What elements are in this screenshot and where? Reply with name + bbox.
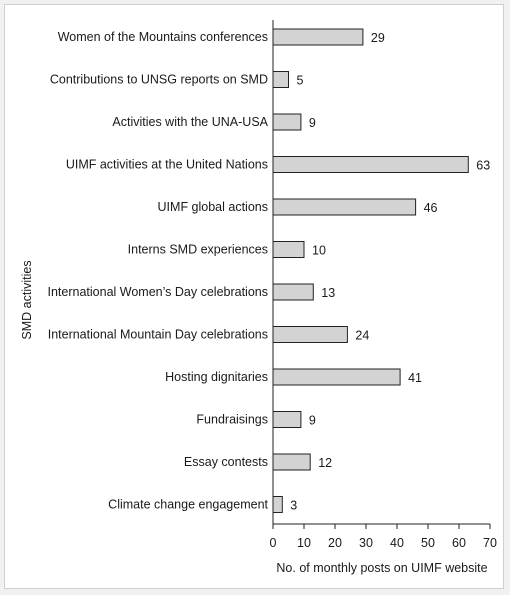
bar bbox=[272, 496, 283, 513]
y-axis-label: SMD activities bbox=[20, 260, 34, 339]
data-label: 41 bbox=[408, 371, 422, 385]
bar bbox=[272, 71, 289, 88]
data-label: 10 bbox=[312, 244, 326, 258]
bar bbox=[272, 283, 314, 301]
x-tick-label: 0 bbox=[270, 536, 277, 550]
data-label: 12 bbox=[318, 456, 332, 470]
category-label: Climate change engagement bbox=[108, 498, 268, 512]
category-label: Contributions to UNSG reports on SMD bbox=[50, 73, 268, 87]
bar bbox=[272, 411, 302, 428]
chart-frame bbox=[4, 4, 504, 589]
bar bbox=[272, 453, 311, 471]
data-label: 13 bbox=[321, 286, 335, 300]
x-tick-label: 10 bbox=[297, 536, 311, 550]
bar bbox=[272, 113, 302, 131]
bar bbox=[272, 156, 469, 173]
bar bbox=[272, 241, 305, 258]
x-tick-label: 60 bbox=[452, 536, 466, 550]
data-label: 46 bbox=[424, 201, 438, 215]
x-tick-label: 50 bbox=[421, 536, 435, 550]
category-label: UIMF activities at the United Nations bbox=[66, 158, 268, 172]
category-label: Interns SMD experiences bbox=[128, 243, 268, 257]
category-label: Women of the Mountains conferences bbox=[58, 30, 268, 44]
data-label: 9 bbox=[309, 414, 316, 428]
x-tick-label: 30 bbox=[359, 536, 373, 550]
category-label: UIMF global actions bbox=[158, 200, 268, 214]
bar bbox=[272, 368, 401, 386]
category-label: Activities with the UNA-USA bbox=[112, 115, 268, 129]
x-tick-label: 20 bbox=[328, 536, 342, 550]
data-label: 3 bbox=[290, 499, 297, 513]
bar bbox=[272, 326, 348, 343]
data-label: 63 bbox=[476, 159, 490, 173]
data-label: 5 bbox=[297, 74, 304, 88]
x-axis-label: No. of monthly posts on UIMF website bbox=[276, 561, 487, 575]
category-label: Fundraisings bbox=[196, 413, 268, 427]
data-label: 29 bbox=[371, 31, 385, 45]
bar bbox=[272, 28, 364, 46]
x-tick-label: 70 bbox=[483, 536, 497, 550]
category-label: Essay contests bbox=[184, 455, 268, 469]
category-label: Hosting dignitaries bbox=[165, 370, 268, 384]
data-label: 24 bbox=[355, 329, 369, 343]
data-label: 9 bbox=[309, 116, 316, 130]
bar bbox=[272, 198, 417, 216]
x-tick-label: 40 bbox=[390, 536, 404, 550]
category-label: International Women’s Day celebrations bbox=[48, 285, 269, 299]
category-label: International Mountain Day celebrations bbox=[48, 328, 268, 342]
